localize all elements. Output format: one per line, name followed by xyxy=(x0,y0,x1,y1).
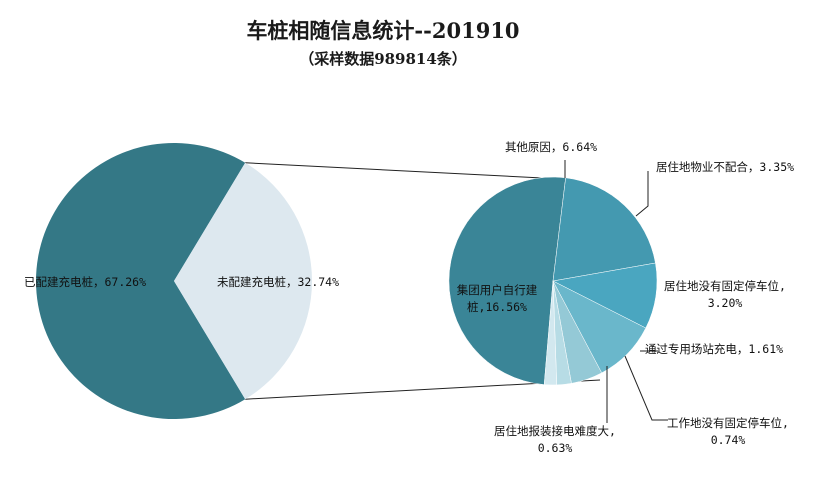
breakdown-slice-6 xyxy=(543,280,558,386)
data-labels: 已配建充电桩，67.26% 未配建充电桩，32.74% 集团用户自行建桩,16.56… xyxy=(24,140,794,455)
breakdown-label-0: 集团用户自行建桩,16.56% xyxy=(457,283,538,314)
breakdown-pie xyxy=(448,176,658,386)
pie-slice-not-configured xyxy=(174,162,312,400)
leader-line-2 xyxy=(635,171,649,217)
breakdown-label-5: 工作地没有固定停车位, 0.74% xyxy=(667,416,789,447)
breakdown-slice-0 xyxy=(448,176,566,385)
chart-subtitle: （采样数据989814条） xyxy=(299,50,467,68)
pie-slice-configured xyxy=(35,143,246,420)
connector-line-top xyxy=(245,162,563,180)
label-configured: 已配建充电桩，67.26% xyxy=(24,275,146,289)
label-not-configured: 未配建充电桩，32.74% xyxy=(217,275,339,289)
leader-line-5 xyxy=(624,355,668,421)
breakdown-label-1: 其他原因，6.64% xyxy=(505,140,597,154)
chart-title: 车桩相随信息统计--201910 xyxy=(246,18,519,43)
breakdown-label-2: 居住地物业不配合，3.35% xyxy=(656,160,794,174)
breakdown-label-4: 通过专用场站充电，1.61% xyxy=(645,342,783,356)
main-pie xyxy=(35,143,312,420)
breakdown-label-3: 居住地没有固定停车位, 3.20% xyxy=(664,279,786,310)
breakdown-label-6: 居住地报装接电难度大, 0.63% xyxy=(494,424,616,455)
breakdown-slice-1 xyxy=(552,177,656,282)
